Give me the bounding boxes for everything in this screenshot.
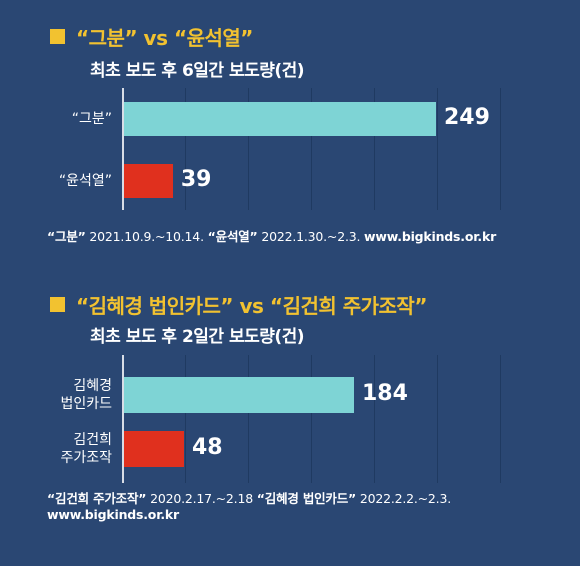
note-segment: “그분” [47,229,86,244]
chart-panel-1: “그분” vs “윤석열” 최초 보도 후 6일간 보도량(건) 249 “그분”… [0,0,580,250]
data-label: 39 [180,167,212,192]
data-label: 249 [444,105,490,130]
note-segment: www.bigkinds.or.kr [364,229,497,244]
gridline [248,355,249,483]
note-segment: 2020.2.17.~2.18 [146,491,257,506]
gridline [185,355,186,483]
note-segment: “김혜경 법인카드” [256,491,357,506]
source-note: “김건희 주가조작” 2020.2.17.~2.18 “김혜경 법인카드” 20… [47,488,451,507]
bar [124,431,184,467]
title-bullet-square [50,297,65,312]
chart-plot: 249 “그분” 39 “윤석열” [0,88,580,210]
category-label: “윤석열” [58,173,112,189]
gridline [437,88,438,210]
note-segment: “김건희 주가조작” [47,491,147,506]
bar [124,377,354,413]
category-label: “그분” [71,111,112,127]
gridline [311,88,312,210]
data-label: 48 [192,435,223,460]
chart-plot: 184 김혜경 법인카드 48 김건희 주가조작 [0,355,580,483]
category-label: 김건희 주가조작 [60,432,112,466]
bar [124,164,173,198]
note-segment: “윤석열” [207,229,258,244]
chart-title: “김혜경 법인카드” vs “김건희 주가조작” [76,294,427,318]
gridline [500,88,501,210]
data-label: 184 [362,381,408,406]
source-note-line2: www.bigkinds.or.kr [47,507,180,522]
bar [124,102,436,136]
note-segment: 2022.1.30.~2.3. [257,229,365,244]
note-segment: 2021.10.9.~10.14. [85,229,208,244]
title-bullet-square [50,29,65,44]
gridline [374,88,375,210]
source-note: “그분” 2021.10.9.~10.14. “윤석열” 2022.1.30.~… [47,226,496,245]
gridline [437,355,438,483]
gridline [500,355,501,483]
gridline [248,88,249,210]
chart-title: “그분” vs “윤석열” [76,26,253,50]
gridline [185,88,186,210]
chart-subtitle: 최초 보도 후 6일간 보도량(건) [90,61,305,81]
category-label: 김혜경 법인카드 [60,378,112,412]
gridline [311,355,312,483]
note-segment: 2022.2.2.~2.3. [356,491,451,506]
category-axis-line [122,88,124,210]
gridline [374,355,375,483]
category-axis-line [122,355,124,483]
chart-subtitle: 최초 보도 후 2일간 보도량(건) [90,327,305,347]
